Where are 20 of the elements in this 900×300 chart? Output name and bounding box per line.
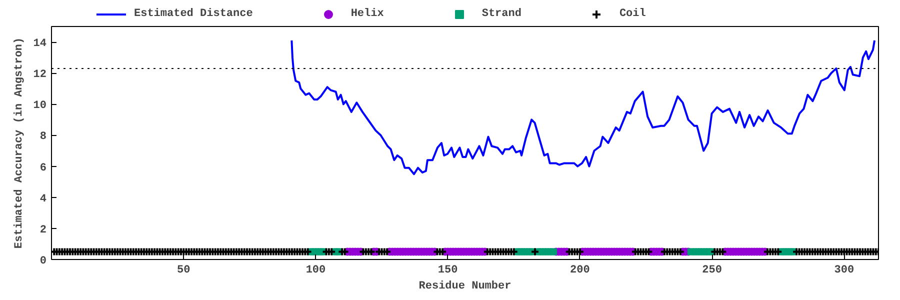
x-tick-label: 200 (570, 264, 590, 276)
x-tick-label: 250 (702, 264, 722, 276)
y-tick-label: 10 (33, 100, 46, 112)
y-tick-label: 2 (40, 224, 47, 236)
x-tick-label: 100 (306, 264, 326, 276)
legend-label: Helix (350, 8, 384, 20)
y-tick-label: 8 (40, 131, 47, 144)
y-tick-label: 6 (40, 162, 47, 174)
y-tick-label: 4 (40, 193, 47, 206)
y-tick-label: 14 (33, 38, 47, 50)
y-axis-title: Estimated Accuracy (in Angstron) (13, 37, 26, 249)
y-tick-label: 0 (40, 256, 47, 268)
y-tick-label: 12 (33, 69, 46, 82)
x-axis-title: Residue Number (418, 280, 512, 292)
legend-label: Coil (619, 8, 646, 20)
x-tick-label: 50 (177, 264, 190, 276)
x-tick-label: 150 (438, 264, 458, 276)
legend-label: Estimated Distance (134, 8, 253, 20)
x-tick-label: 300 (834, 264, 854, 276)
legend-label: Strand (482, 8, 522, 20)
